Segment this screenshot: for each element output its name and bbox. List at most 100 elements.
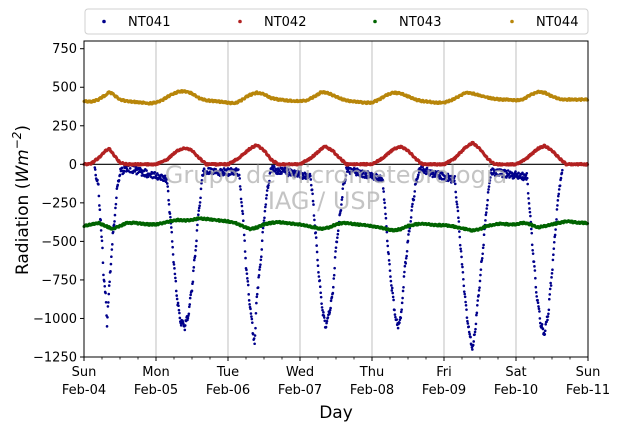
data-point [480, 259, 484, 262]
data-point [547, 312, 550, 316]
data-point [154, 174, 158, 177]
data-point [93, 168, 97, 171]
data-point [547, 308, 551, 312]
data-point [550, 276, 553, 279]
data-point [488, 179, 492, 182]
data-point [320, 302, 323, 305]
data-point [485, 203, 489, 207]
data-point [93, 166, 97, 169]
data-point [410, 209, 413, 212]
data-point [489, 176, 492, 179]
legend-label-NT043: NT043 [399, 15, 441, 30]
data-point [102, 273, 105, 277]
data-point [260, 239, 264, 242]
data-point [255, 301, 258, 305]
data-point [253, 342, 256, 346]
data-point [96, 178, 99, 182]
data-point [407, 233, 410, 236]
data-point [556, 199, 560, 202]
data-point [517, 171, 520, 175]
legend-marker-NT042 [238, 19, 242, 24]
data-point [268, 179, 271, 183]
data-point [462, 277, 465, 281]
data-point [97, 183, 100, 186]
data-point [341, 187, 345, 190]
data-point [112, 223, 116, 226]
data-point [313, 218, 316, 222]
data-point [412, 198, 416, 202]
data-point [259, 263, 262, 266]
data-point [324, 325, 328, 329]
data-point [461, 265, 464, 269]
data-point [474, 327, 477, 331]
data-point [257, 275, 260, 279]
data-point [458, 235, 462, 239]
data-point [244, 256, 247, 260]
data-point [455, 203, 459, 206]
data-point [410, 205, 414, 208]
data-point [409, 220, 413, 223]
data-point [530, 243, 534, 247]
data-point [115, 187, 119, 190]
data-point [383, 201, 386, 205]
watermark-line-2: IAG / USP [268, 187, 380, 215]
y-tick-label: 250 [52, 119, 77, 134]
data-point [197, 209, 201, 212]
data-point [458, 230, 461, 233]
data-point [463, 295, 467, 299]
data-point [402, 275, 406, 278]
legend-marker-NT044 [510, 19, 514, 24]
data-point [297, 173, 301, 177]
data-point [553, 233, 557, 237]
data-point [163, 174, 167, 178]
data-point [557, 194, 560, 198]
data-point [537, 307, 541, 311]
data-point [183, 324, 187, 327]
data-point [292, 173, 295, 177]
data-point [312, 203, 315, 206]
data-point [530, 227, 533, 231]
data-point [239, 197, 243, 201]
data-point [388, 269, 392, 272]
data-point [386, 244, 390, 248]
data-point [107, 292, 111, 296]
data-point [105, 325, 109, 328]
data-point [328, 308, 332, 312]
watermark-line-1: Grupo de Micrometeorologia [165, 161, 507, 189]
data-point [168, 212, 172, 215]
data-point [287, 173, 290, 177]
data-point [549, 281, 552, 285]
data-point [460, 262, 464, 266]
y-tick-label: 0 [69, 158, 77, 173]
data-point [449, 178, 452, 181]
data-point [531, 252, 535, 256]
data-point [197, 213, 200, 217]
data-point [532, 260, 536, 263]
data-point [239, 188, 242, 191]
data-point [334, 246, 338, 249]
data-point [382, 190, 386, 193]
data-point [254, 311, 258, 315]
y-tick-label: −1000 [33, 312, 77, 327]
data-point [481, 246, 485, 250]
data-point [400, 308, 404, 311]
data-point [514, 170, 517, 173]
data-point [100, 239, 104, 243]
data-point [396, 326, 400, 330]
data-point [240, 201, 243, 204]
data-point [561, 168, 564, 172]
data-point [555, 218, 558, 221]
data-point [109, 262, 113, 266]
data-point [167, 198, 170, 202]
data-point [344, 174, 348, 177]
data-point [256, 286, 260, 289]
data-point [259, 258, 263, 262]
data-point [107, 284, 111, 287]
data-point [309, 178, 313, 181]
data-point [540, 322, 544, 326]
data-point [188, 305, 191, 309]
data-point [258, 268, 261, 271]
data-point [325, 319, 329, 323]
data-point [481, 252, 485, 256]
